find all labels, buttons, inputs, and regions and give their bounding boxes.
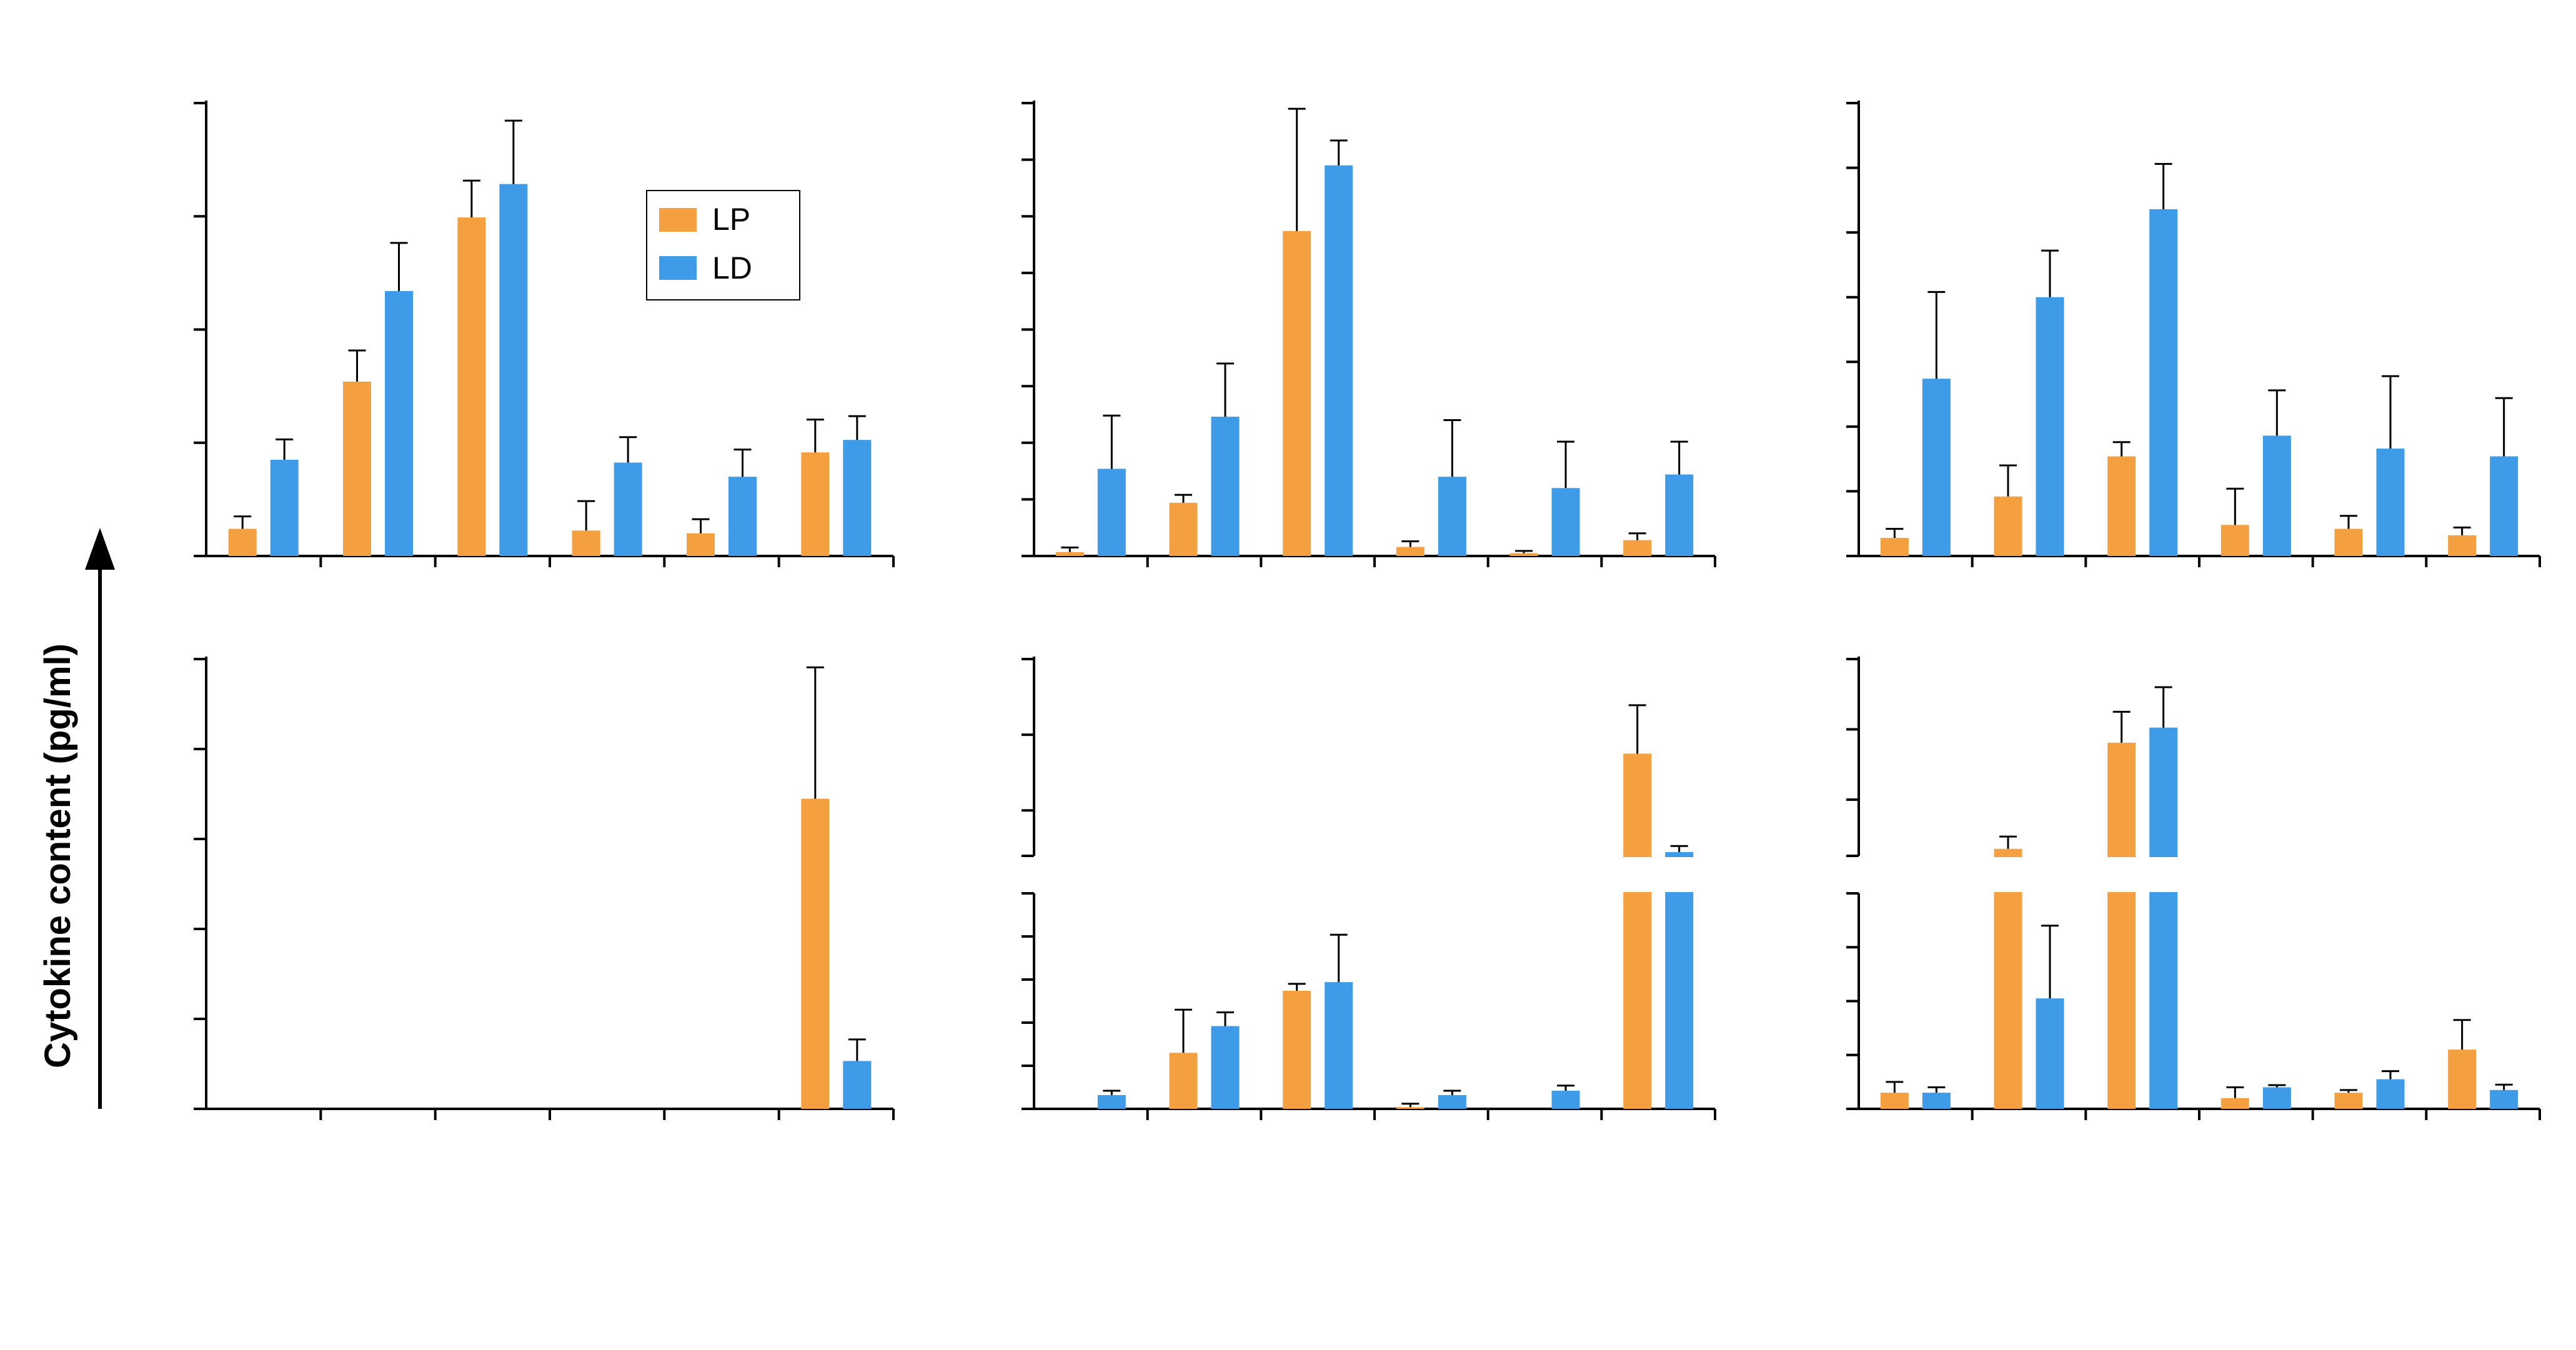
axis-break-gap [1861, 857, 2542, 892]
legend-swatch-lp [659, 208, 697, 232]
bar-tnf-lp-lps [343, 381, 371, 556]
legend: LP LD [646, 190, 800, 300]
bar-ifn-lp-r848 [1283, 990, 1311, 1109]
bar-il-6-ld-dotap [1551, 488, 1580, 556]
bar-ifn-lp-lps [1994, 848, 2022, 1109]
bar-il-6-ld-mrna [1438, 477, 1466, 556]
axis-break-gap [1036, 857, 1717, 892]
y-axis-title-arrowhead [85, 528, 115, 570]
bar-ifn-lp-lps [1169, 1053, 1198, 1109]
panel-0 [194, 101, 895, 567]
bar-ifn-lp-dotap-mrna [1623, 753, 1652, 1109]
bar-tnf-ld-dotap-mrna [843, 440, 872, 556]
bar-il-6-lp-ctrl [1055, 552, 1084, 556]
bar-ifn-ld-lps [2036, 998, 2064, 1109]
bar-il-10-ld-lps [2036, 297, 2064, 556]
bar-il-6-ld-r848 [1325, 165, 1353, 556]
bar-il-6-lp-r848 [1283, 231, 1311, 556]
bar-il-10-ld-dotap-mrna [2490, 456, 2519, 556]
bar-ifn-ld-r848 [2149, 727, 2178, 1109]
bar-il-6-lp-lps [1169, 502, 1198, 556]
panel-5 [1846, 657, 2542, 1120]
bar-tnf-ld-lps [385, 290, 413, 556]
bar-il-10-lp-mrna [2220, 525, 2249, 556]
bar-il-10-lp-dotap [2334, 529, 2363, 556]
y-axis-title: Cytokine content (pg/ml) [37, 643, 78, 1068]
bar-tnf-lp-ctrl [228, 529, 257, 556]
bar-ifn-ld-mrna [2262, 1087, 2291, 1109]
bar-il-10-lp-dotap-mrna [2448, 535, 2477, 556]
bar-il-6-lp-mrna [1396, 547, 1425, 556]
bar-tnf-ld-mrna [614, 462, 642, 556]
bar-tnf-lp-r848 [457, 217, 486, 556]
panel-3 [194, 657, 895, 1120]
bar-tnf-lp-dotap [687, 533, 715, 556]
bar-ifn-ld-ctrl [1922, 1093, 1951, 1109]
bar-il-10-lp-r848 [2107, 456, 2136, 556]
bar-ifn-ld-mrna [1438, 1094, 1466, 1109]
y-axis-title-group: Cytokine content (pg/ml) [37, 528, 115, 1109]
bar-il-10-ld-ctrl [1922, 379, 1951, 556]
bar-il-10-lp-lps [1994, 496, 2022, 556]
bar-ifn-lp-dotap [2334, 1093, 2363, 1109]
bar-il-6-ld-dotap-mrna [1665, 474, 1694, 556]
legend-swatch-ld [659, 256, 697, 280]
bar-ifn-lp-ctrl [1880, 1093, 1909, 1109]
bar-tnf-lp-mrna [572, 530, 600, 556]
legend-label-ld: LD [712, 251, 752, 285]
bar-ifn-ld-lps [1211, 1026, 1240, 1109]
bar-ifn-lp-dotap-mrna [2448, 1050, 2477, 1109]
bar-il-6-ld-lps [1211, 417, 1240, 556]
panel-2 [1846, 101, 2541, 567]
bar-il-6-ld-ctrl [1097, 469, 1126, 556]
legend-label-lp: LP [712, 202, 750, 237]
bar-il-10-lp-ctrl [1880, 538, 1909, 556]
bar-tnf-lp-dotap-mrna [801, 452, 830, 556]
bar-il-10-ld-r848 [2149, 209, 2178, 556]
bar-ifn-lp-mrna [1396, 1107, 1425, 1109]
chart-layer [194, 101, 2542, 1120]
bar-ifn-ld-ctrl [1097, 1094, 1126, 1109]
bar-ifn-ld-dotap [2376, 1079, 2405, 1109]
bar-ifn-lp-r848 [2107, 742, 2136, 1109]
panel-4 [1022, 657, 1717, 1120]
bar-ifn-ld-r848 [1325, 982, 1353, 1109]
bar-il-10-ld-mrna [2262, 435, 2291, 556]
bar-ifn-ld-dotap-mrna [843, 1061, 872, 1109]
bar-tnf-ld-ctrl [270, 459, 299, 556]
bar-ifn-lp-dotap-mrna [801, 798, 830, 1109]
bar-ifn-lp-mrna [2220, 1098, 2249, 1109]
bar-il-6-lp-dotap-mrna [1623, 540, 1652, 556]
bar-ifn-ld-dotap [1551, 1091, 1580, 1109]
panel-1 [1022, 101, 1716, 567]
bar-ifn-ld-dotap-mrna [2490, 1089, 2519, 1109]
bar-il-10-ld-dotap [2376, 449, 2405, 556]
bar-ifn-ld-dotap-mrna [1665, 851, 1694, 1109]
bar-tnf-ld-dotap [729, 477, 757, 556]
bar-tnf-ld-r848 [499, 184, 528, 556]
bar-il-6-lp-dotap [1509, 553, 1538, 556]
